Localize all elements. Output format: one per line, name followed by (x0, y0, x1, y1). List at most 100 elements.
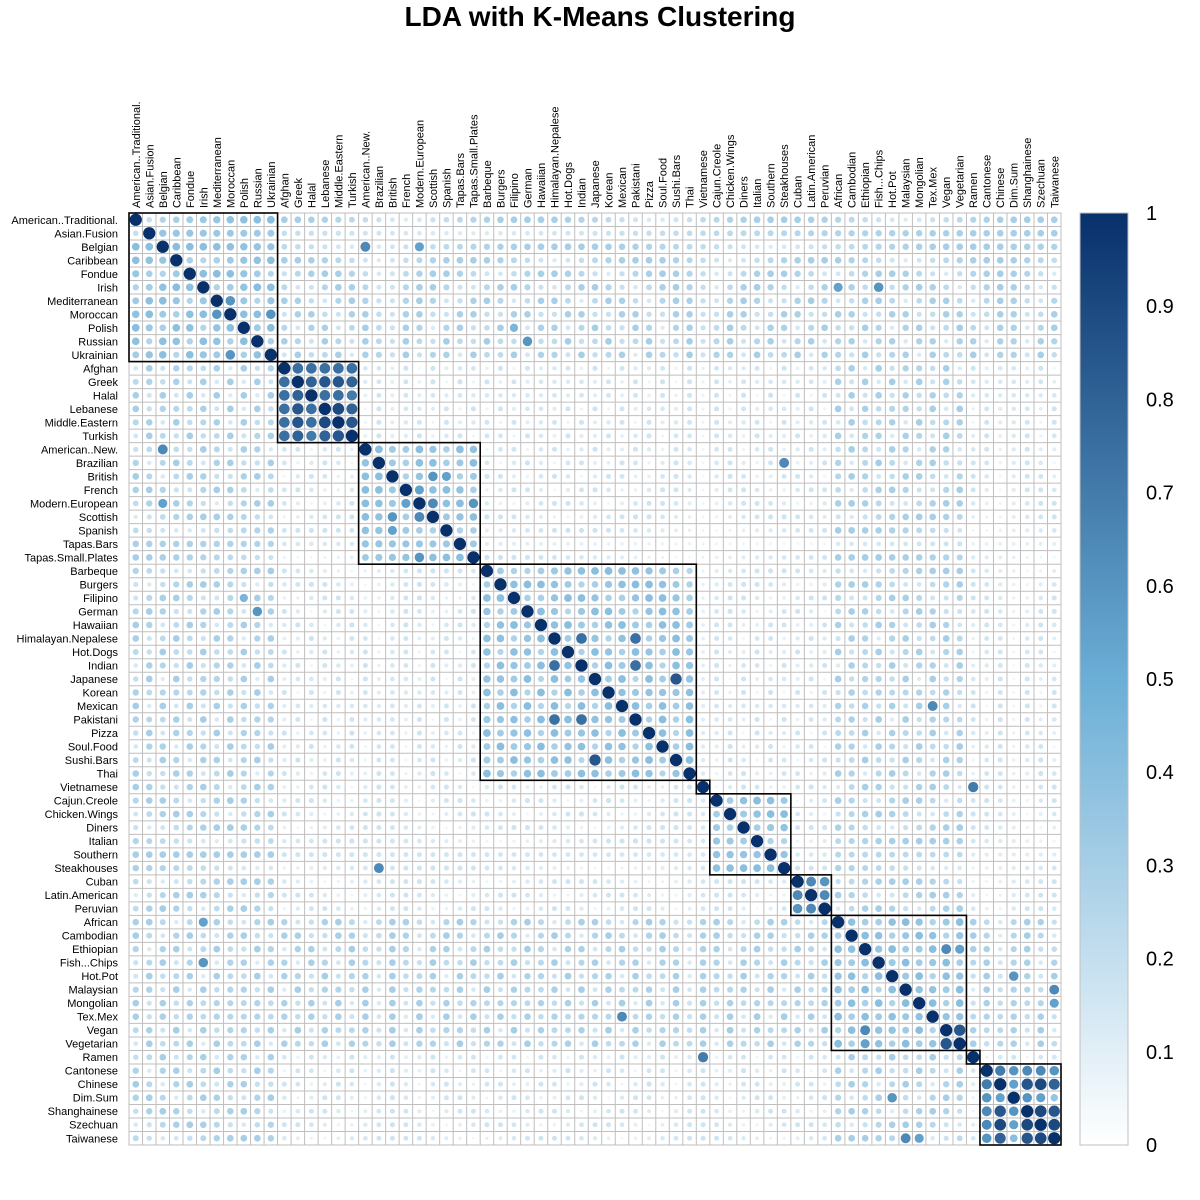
cell-circle (659, 230, 666, 237)
cell-circle (565, 284, 571, 291)
cell-circle (348, 324, 355, 331)
cell-circle (498, 1069, 503, 1073)
cell-circle (457, 1122, 462, 1127)
cell-circle (835, 716, 842, 723)
cell-circle (916, 500, 923, 507)
cell-circle (916, 487, 922, 493)
cell-circle (915, 283, 923, 291)
cell-circle (699, 918, 707, 926)
cell-circle (254, 649, 261, 655)
cell-circle (336, 1068, 341, 1074)
cell-circle (416, 879, 422, 885)
cell-circle (903, 622, 909, 628)
cell-circle (483, 634, 491, 643)
cell-circle (795, 473, 801, 479)
cell-circle (335, 690, 341, 696)
cell-circle (323, 501, 327, 506)
cell-circle (376, 744, 382, 749)
cell-circle (552, 893, 557, 897)
cell-circle (1051, 879, 1057, 885)
cell-circle (187, 676, 193, 682)
cell-circle (403, 257, 409, 264)
cell-circle (970, 973, 976, 979)
cell-circle (714, 582, 719, 587)
cell-circle (279, 430, 290, 442)
cell-circle (308, 324, 315, 332)
cell-circle (577, 567, 586, 575)
cell-circle (309, 757, 314, 763)
cell-circle (957, 608, 963, 615)
cell-circle (673, 420, 679, 425)
cell-circle (253, 283, 262, 292)
cell-circle (1011, 825, 1016, 830)
cell-circle (159, 919, 166, 926)
cell-circle (267, 649, 274, 655)
cell-circle (726, 216, 734, 223)
cell-circle (173, 568, 179, 574)
cell-circle (714, 419, 720, 425)
cell-circle (147, 460, 152, 466)
cell-circle (741, 609, 746, 614)
cell-circle (659, 567, 667, 575)
cell-circle (159, 514, 166, 520)
cell-circle (145, 351, 153, 359)
cell-circle (902, 365, 909, 372)
cell-circle (429, 351, 437, 358)
cell-circle (619, 852, 625, 857)
cell-circle (929, 527, 936, 534)
cell-circle (267, 567, 275, 575)
cell-circle (511, 270, 517, 277)
cell-circle (943, 1135, 949, 1141)
cell-circle (861, 985, 870, 994)
cell-circle (295, 1013, 301, 1020)
cell-circle (1051, 284, 1057, 290)
row-label: Spanish (78, 525, 118, 537)
cell-circle (591, 743, 599, 750)
cell-circle (336, 488, 341, 492)
cell-circle (1011, 852, 1016, 857)
cell-circle (687, 865, 692, 871)
cell-circle (267, 1013, 274, 1020)
cell-circle (713, 338, 720, 345)
cell-circle (984, 501, 989, 506)
cell-circle (322, 1108, 328, 1114)
cell-circle (875, 905, 883, 912)
cell-circle (620, 447, 624, 452)
cell-circle (902, 311, 909, 318)
cell-circle (875, 1135, 882, 1142)
row-label: Mediterranean (47, 296, 118, 308)
cell-circle (822, 663, 828, 668)
cell-circle (295, 474, 301, 479)
cell-circle (160, 730, 166, 736)
cell-circle (578, 689, 585, 696)
cell-circle (349, 690, 354, 695)
cell-circle (658, 715, 667, 724)
cell-circle (173, 1054, 179, 1060)
cell-circle (768, 1054, 773, 1060)
cell-circle (322, 703, 328, 709)
cell-circle (294, 1040, 301, 1047)
cell-circle (266, 323, 275, 332)
cell-circle (876, 473, 882, 479)
cell-circle (834, 1012, 842, 1021)
cell-circle (674, 406, 679, 411)
cell-circle (565, 379, 571, 385)
cell-circle (687, 987, 692, 993)
cell-circle (227, 892, 233, 898)
cell-circle (727, 622, 733, 628)
cell-circle (605, 337, 612, 345)
cell-circle (632, 243, 639, 251)
cell-circle (145, 918, 153, 926)
cell-circle (497, 932, 504, 940)
cell-circle (390, 690, 395, 695)
cell-circle (537, 648, 545, 656)
cell-circle (956, 594, 963, 602)
cell-circle (606, 487, 611, 493)
cell-circle (187, 568, 193, 574)
cell-circle (687, 798, 693, 804)
cell-circle (376, 365, 382, 371)
cell-circle (795, 487, 800, 493)
cell-circle (227, 959, 234, 966)
cell-circle (969, 1026, 977, 1034)
cell-circle (146, 689, 153, 696)
